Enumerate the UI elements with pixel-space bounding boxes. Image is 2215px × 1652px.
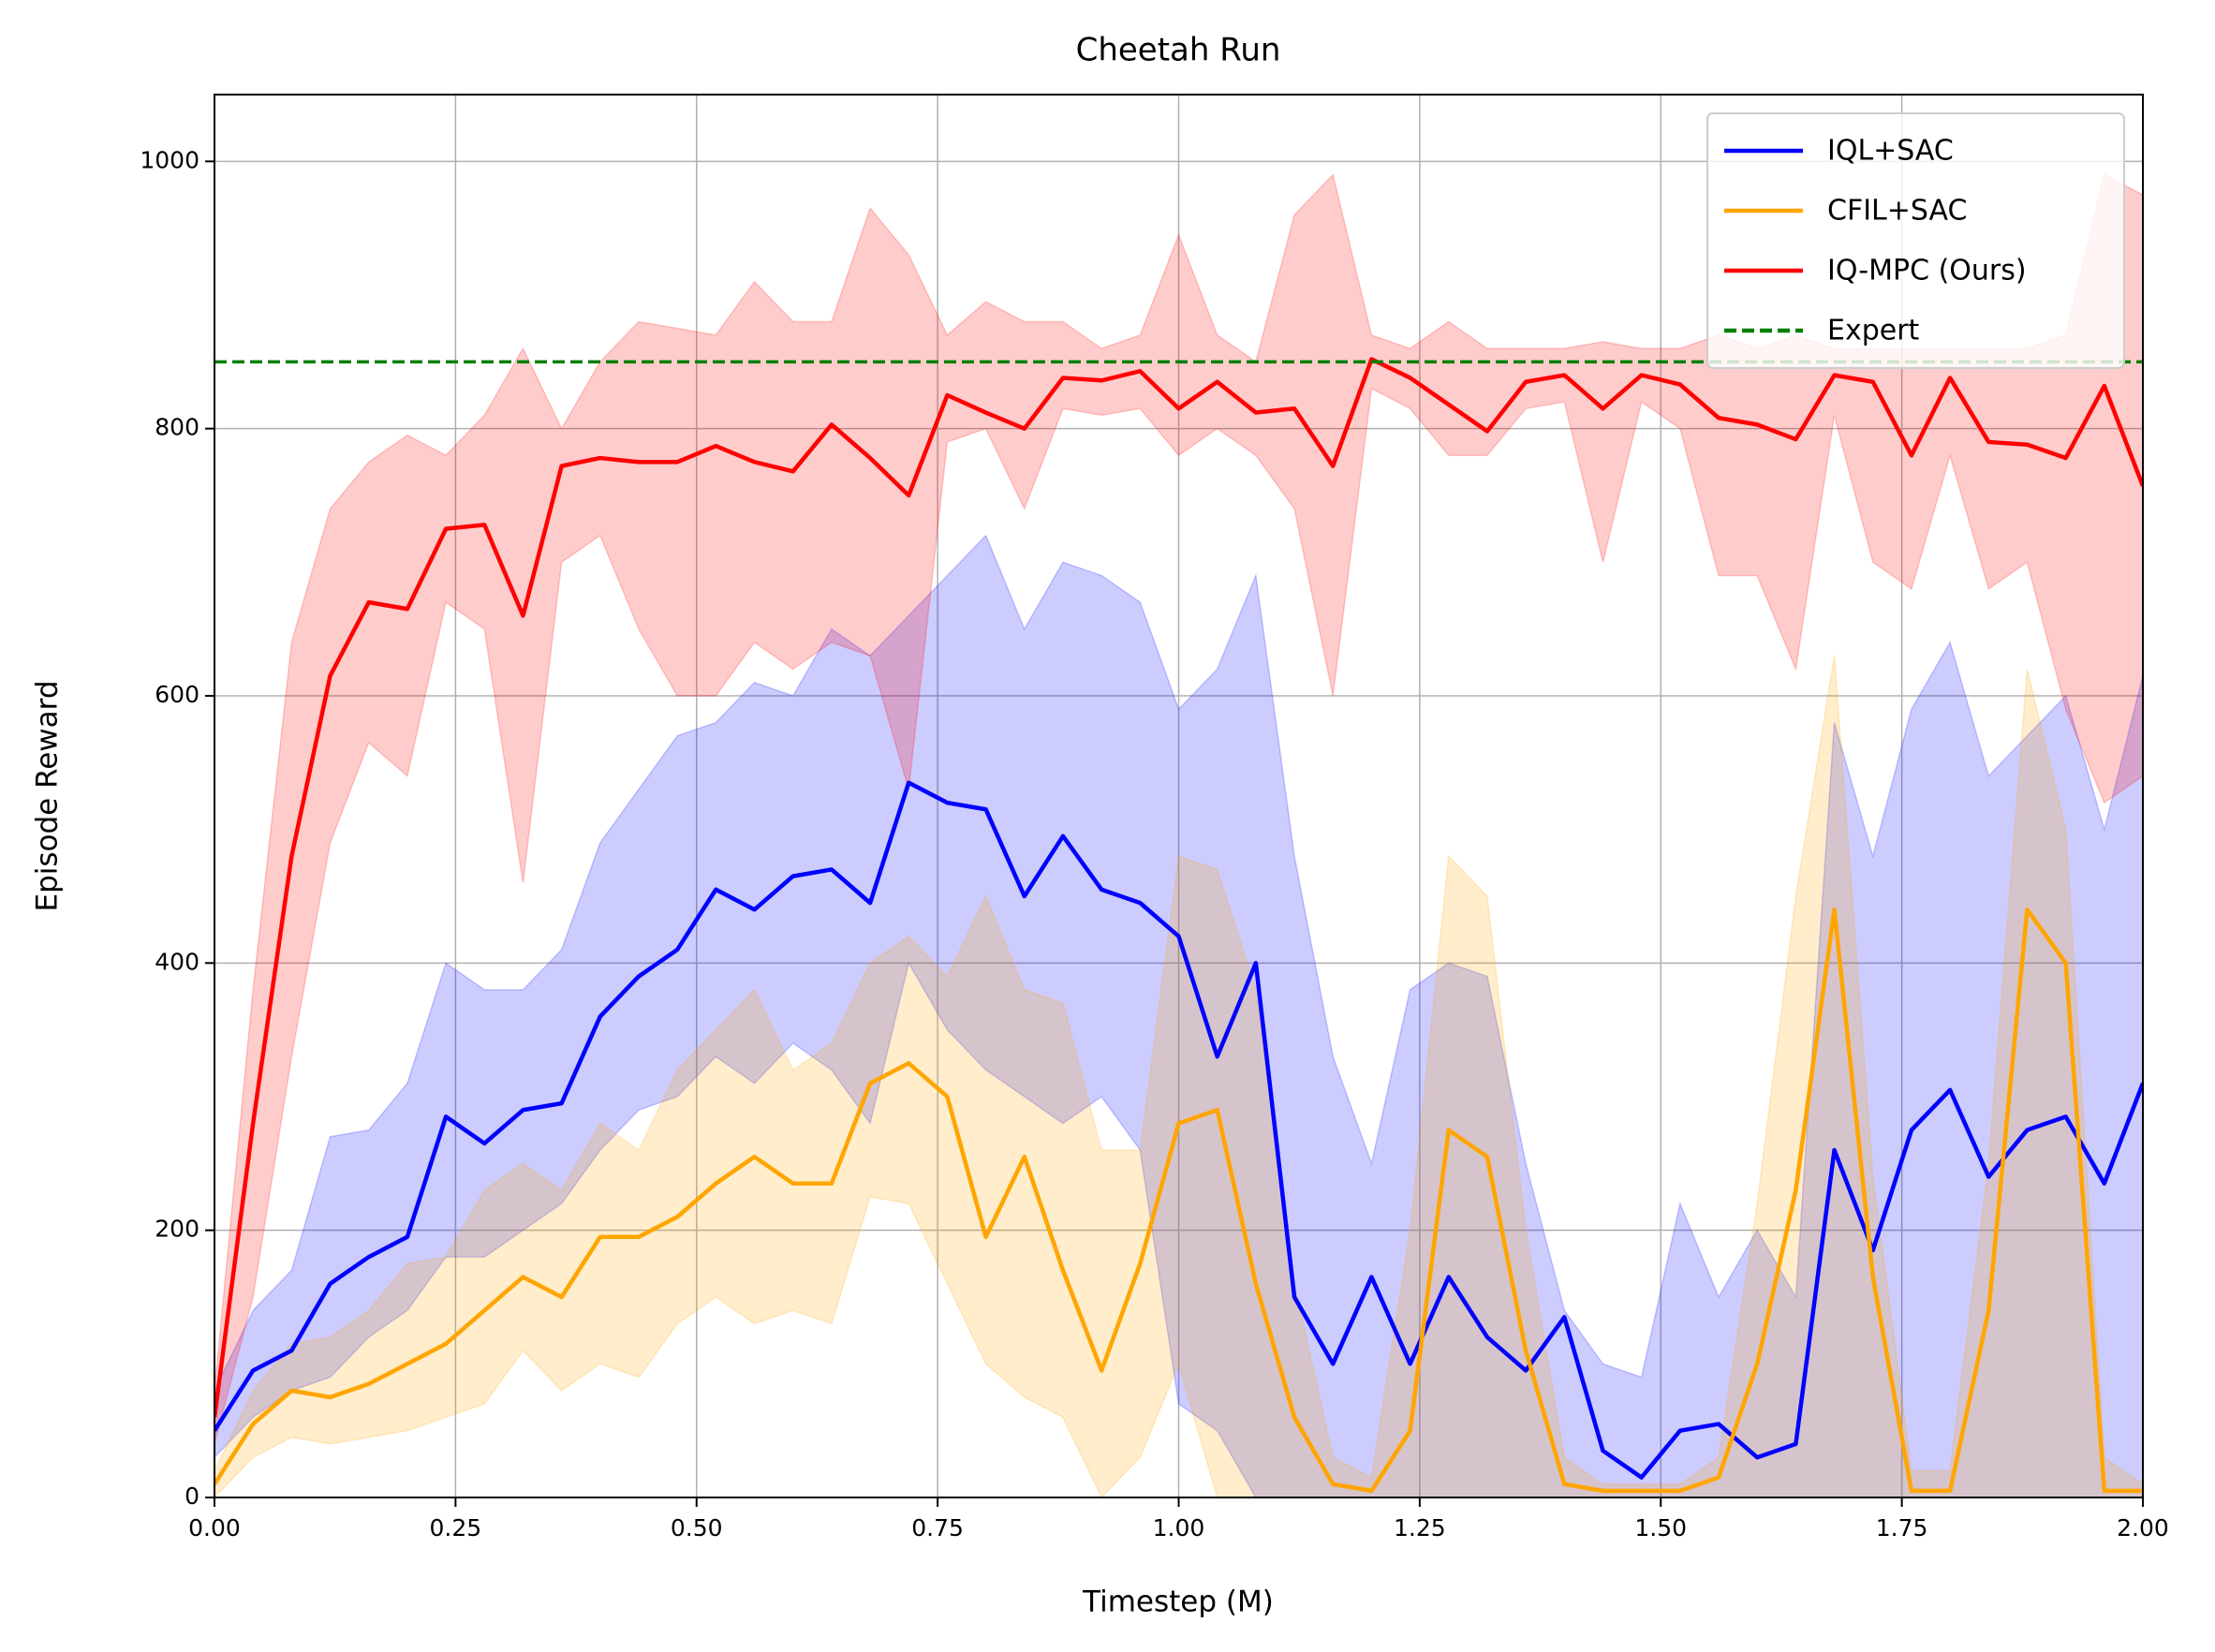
y-tick-label: 1000 bbox=[140, 146, 199, 173]
y-tick-label: 400 bbox=[155, 948, 199, 975]
series-line bbox=[214, 907, 2143, 1494]
legend-box bbox=[1706, 112, 2125, 369]
x-tick-label: 2.00 bbox=[2117, 1514, 2169, 1541]
legend-label: CFIL+SAC bbox=[1827, 195, 1967, 228]
band bbox=[214, 534, 2143, 1497]
band bbox=[214, 173, 2143, 1445]
x-tick-label: 0.50 bbox=[671, 1514, 723, 1541]
x-axis-label: Timestep (M) bbox=[1082, 1586, 1274, 1619]
x-tick-label: 0.75 bbox=[911, 1514, 964, 1541]
y-tick-label: 800 bbox=[155, 414, 199, 441]
legend-label: Expert bbox=[1827, 315, 1920, 347]
plot-area bbox=[214, 173, 2143, 1497]
legend: IQL+SAC CFIL+SAC IQ-MPC (Ours) Expert bbox=[1706, 112, 2125, 369]
chart-title: Cheetah Run bbox=[1076, 32, 1281, 69]
legend-label: IQL+SAC bbox=[1827, 135, 1954, 168]
series-line bbox=[214, 780, 2143, 1480]
band bbox=[214, 656, 2143, 1497]
x-tick-label: 1.25 bbox=[1394, 1514, 1446, 1541]
x-tick-label: 1.00 bbox=[1153, 1514, 1205, 1541]
series-line bbox=[214, 357, 2143, 1418]
y-tick-label: 600 bbox=[155, 681, 199, 708]
x-tick-label: 0.25 bbox=[430, 1514, 482, 1541]
ticks: 0.00 0.25 0.50 0.75 1.00 1.25 1.50 1.75 2.00 0 200… bbox=[140, 146, 2168, 1541]
legend-label: IQ-MPC (Ours) bbox=[1827, 255, 2027, 288]
y-tick-label: 0 bbox=[185, 1482, 199, 1510]
y-tick-label: 200 bbox=[155, 1216, 199, 1243]
x-tick-label: 0.00 bbox=[188, 1514, 241, 1541]
y-axis-label: Episode Reward bbox=[31, 680, 65, 911]
x-tick-label: 1.50 bbox=[1634, 1514, 1687, 1541]
x-tick-label: 1.75 bbox=[1876, 1514, 1928, 1541]
